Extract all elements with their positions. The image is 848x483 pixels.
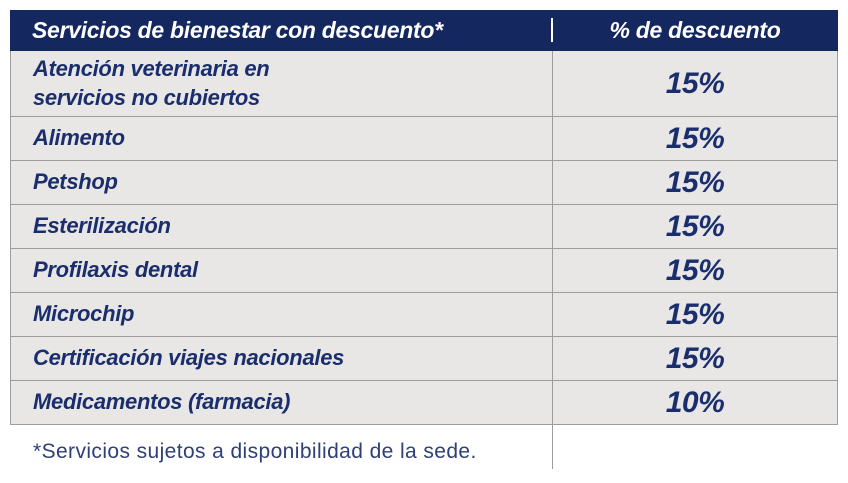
table-row: Alimento 15%	[11, 116, 837, 161]
discount-value: 10%	[552, 381, 837, 425]
service-name: Esterilización	[33, 213, 171, 239]
column-divider-extension	[552, 424, 553, 469]
table-row: Atención veterinaria en servicios no cub…	[11, 51, 837, 117]
discount-value: 15%	[552, 293, 837, 337]
service-name: Alimento	[33, 125, 125, 151]
discount-value: 15%	[552, 117, 837, 161]
discount-value: 15%	[552, 337, 837, 381]
header-discount-column-label: % de descuento	[609, 17, 781, 43]
discount-value: 15%	[552, 51, 837, 117]
services-discount-table: Servicios de bienestar con descuento* % …	[10, 10, 838, 426]
table-row: Medicamentos (farmacia) 10%	[11, 380, 837, 425]
table-row: Esterilización 15%	[11, 204, 837, 249]
header-service-column-label: Servicios de bienestar con descuento*	[32, 17, 443, 43]
table-header: Servicios de bienestar con descuento* % …	[10, 10, 838, 51]
service-name: Microchip	[33, 301, 135, 327]
table-body: Atención veterinaria en servicios no cub…	[10, 51, 838, 426]
discount-value: 15%	[552, 249, 837, 293]
service-name: Certificación viajes nacionales	[33, 345, 345, 371]
service-name: Petshop	[33, 169, 118, 195]
table-row: Profilaxis dental 15%	[11, 248, 837, 293]
service-name: Profilaxis dental	[33, 257, 198, 283]
footnote: *Servicios sujetos a disponibilidad de l…	[33, 440, 477, 463]
table-row: Certificación viajes nacionales 15%	[11, 336, 837, 381]
discount-value: 15%	[552, 161, 837, 205]
discount-value: 15%	[552, 205, 837, 249]
table-row: Microchip 15%	[11, 292, 837, 337]
header-column-divider	[551, 18, 553, 42]
table-row: Petshop 15%	[11, 160, 837, 205]
service-name: Atención veterinaria en servicios no cub…	[33, 56, 270, 110]
service-name: Medicamentos (farmacia)	[33, 389, 291, 415]
